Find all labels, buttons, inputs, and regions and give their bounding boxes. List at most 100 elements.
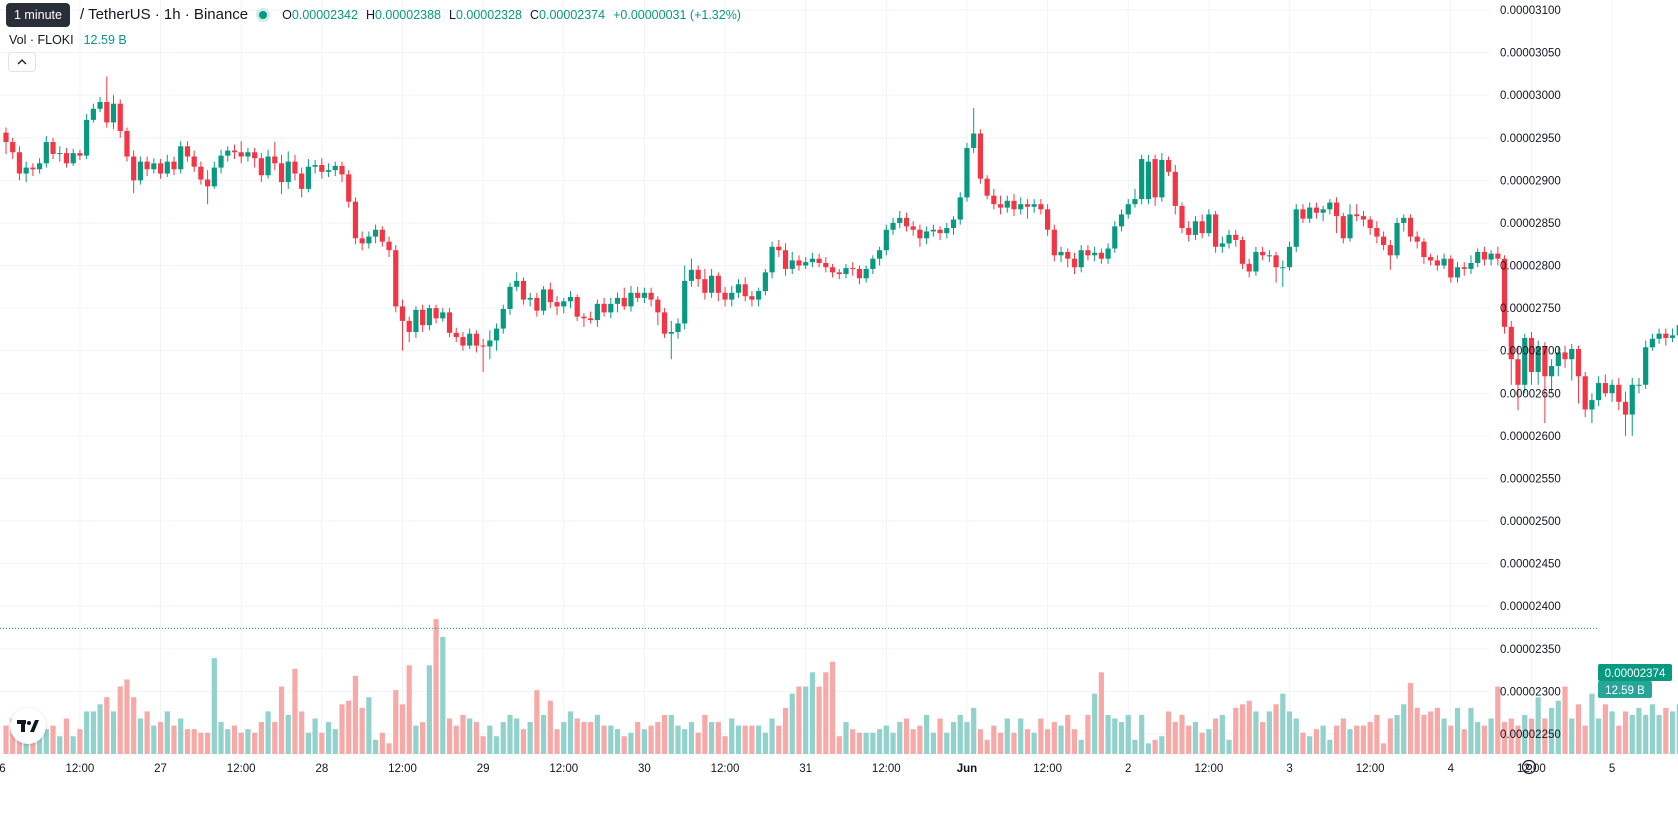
volume-bar: [1549, 707, 1555, 754]
price-axis[interactable]: 0.00003100 0.00003050 0.00003000 0.00002950…: [1500, 5, 1561, 741]
volume-bar: [1233, 707, 1239, 754]
candle-body: [1441, 258, 1447, 266]
volume-bar: [514, 718, 520, 754]
volume-bar: [534, 690, 540, 754]
candle-body: [1414, 236, 1420, 242]
price-badge-value: 0.00002374: [1605, 668, 1666, 680]
volume-bar: [420, 722, 426, 754]
volume-bar: [1367, 722, 1373, 754]
volume-bar: [695, 732, 701, 754]
candle-body: [325, 170, 332, 172]
candle-body: [1609, 384, 1615, 394]
volume-bar: [910, 729, 916, 754]
volume-bar: [877, 729, 883, 754]
candle-body: [883, 229, 889, 251]
open-label: O: [282, 7, 292, 22]
candle-body: [930, 229, 936, 232]
volume-label[interactable]: Vol · FLOKI: [9, 33, 74, 47]
candle-body: [10, 142, 16, 153]
candle-body: [924, 231, 930, 239]
volume-bar: [655, 722, 661, 754]
candle-body: [399, 306, 406, 321]
volume-bar: [1273, 704, 1279, 754]
candle-body: [675, 323, 681, 332]
candle-body: [789, 260, 795, 269]
time-tick-label: 12:00: [549, 763, 578, 775]
candle-body: [877, 250, 883, 259]
candle-body: [164, 161, 170, 174]
volume-bar: [272, 722, 278, 754]
candle-body: [198, 166, 204, 180]
candle-body: [238, 152, 244, 157]
symbol-title[interactable]: / TetherUS · 1h · Binance: [80, 6, 249, 23]
candle-body: [77, 153, 83, 156]
candle-body: [1656, 333, 1662, 339]
volume-bar: [1414, 707, 1420, 754]
time-tick-label: 31: [799, 763, 812, 775]
candle-body: [1219, 243, 1225, 247]
volume-bar: [1434, 707, 1440, 754]
volume-bar: [1065, 714, 1071, 754]
volume-bar: [762, 732, 768, 754]
volume-bar: [1031, 732, 1037, 754]
volume-bar: [1051, 722, 1057, 754]
volume-bar: [30, 732, 36, 754]
volume-bar: [984, 739, 990, 754]
volume-bar: [816, 686, 822, 754]
candle-body: [1266, 255, 1272, 257]
candle-body: [1213, 214, 1219, 247]
time-tick-label: 12:00: [1033, 763, 1062, 775]
candle-body: [897, 217, 903, 223]
volume-bar: [735, 725, 742, 754]
candle-body: [184, 146, 191, 157]
candle-body: [1434, 260, 1440, 266]
volume-bar: [554, 729, 560, 754]
volume-bar: [1327, 739, 1333, 754]
volume-bar: [1501, 722, 1508, 754]
candle-body: [1649, 338, 1655, 348]
candle-body: [527, 297, 533, 300]
time-tick-label: 29: [477, 763, 490, 775]
volume-bar: [1165, 711, 1172, 754]
tradingview-logo-icon[interactable]: [10, 708, 46, 744]
candle-body: [3, 132, 9, 143]
volume-bar: [218, 722, 224, 754]
volume-bar: [1098, 672, 1104, 754]
price-tick-label: 0.00002600: [1500, 431, 1561, 443]
volume-bar: [897, 722, 903, 754]
volume-badge-value: 12.59 B: [1605, 685, 1645, 697]
volume-bar: [614, 729, 621, 754]
volume-bar: [386, 743, 392, 754]
candle-body: [1381, 236, 1387, 246]
volume-bar: [1078, 739, 1084, 754]
candle-body: [157, 163, 164, 174]
gear-icon[interactable]: [1520, 758, 1538, 776]
candle-body: [1562, 352, 1568, 360]
time-tick-label: 12:00: [1194, 763, 1223, 775]
candle-body: [1522, 337, 1528, 385]
time-tick-label: 4: [1448, 763, 1455, 775]
volume-bar: [1058, 725, 1064, 754]
volume-bar: [1495, 686, 1501, 754]
collapse-legend-button[interactable]: [8, 52, 36, 72]
volume-bar: [1421, 714, 1427, 754]
volume-bar: [493, 736, 500, 754]
candle-body: [836, 272, 842, 275]
volume-bar: [252, 732, 258, 754]
candle-body: [1246, 263, 1252, 272]
market-status-icon[interactable]: [256, 7, 271, 22]
candle-body: [668, 331, 674, 334]
volume-bar: [682, 729, 688, 754]
volume-bar: [1139, 714, 1145, 754]
volume-bar: [527, 722, 533, 754]
time-axis[interactable]: 26 12:00 27 12:00 28 12:00 29 12:00 30 12:00 31 12:…: [0, 763, 1678, 775]
candle-body: [870, 258, 876, 269]
volume-bar: [776, 725, 782, 754]
candle-body: [1515, 359, 1521, 385]
candle-body: [567, 297, 574, 302]
volume-bar: [1246, 700, 1252, 754]
candle-body: [420, 309, 426, 326]
candle-body: [944, 228, 950, 234]
price-tick-label: 0.00002250: [1500, 729, 1561, 741]
